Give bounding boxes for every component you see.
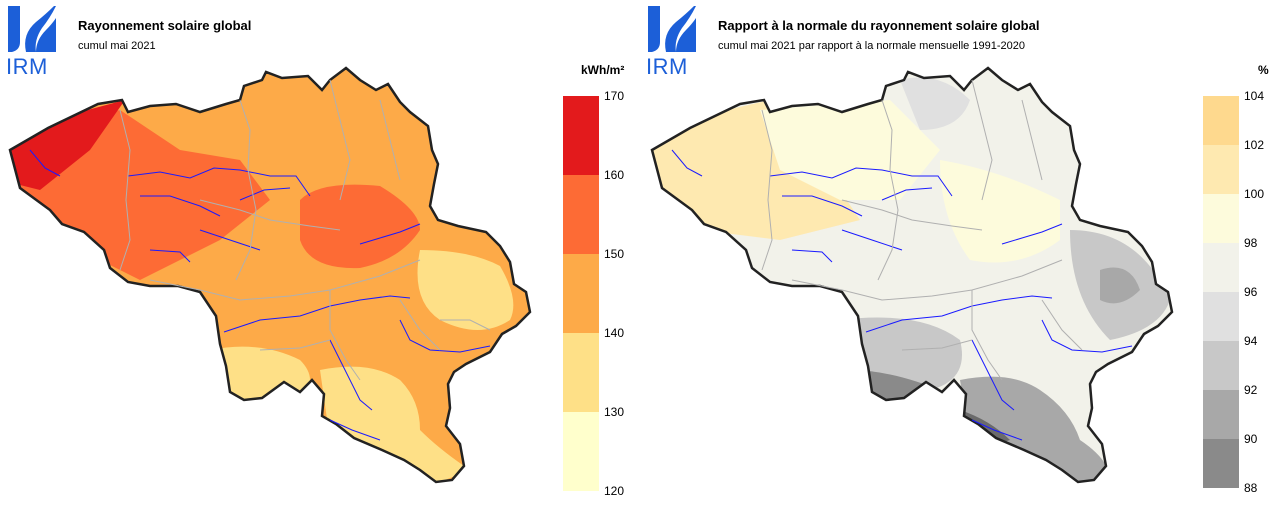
legend-tick: 102 [1244, 138, 1265, 152]
legend-tick: 120 [604, 484, 625, 498]
map-title: Rapport à la normale du rayonnement sola… [718, 18, 1040, 33]
legend-tick: 92 [1244, 383, 1258, 397]
legend-swatch [1203, 439, 1239, 488]
legend-swatch [563, 254, 599, 333]
legend-swatch [1203, 390, 1239, 439]
legend-unit: % [1258, 63, 1269, 77]
map-subtitle: cumul mai 2021 par rapport à la normale … [718, 40, 1025, 52]
legend-tick: 90 [1244, 432, 1258, 446]
legend-unit: kWh/m² [581, 63, 625, 77]
legend-swatch [1203, 194, 1239, 243]
legend-colorbar [563, 96, 599, 491]
legend-tick: 130 [604, 405, 625, 419]
irm-logo-icon: IRM [6, 4, 58, 79]
legend-swatch [1203, 96, 1239, 145]
legend-tick: 100 [1244, 187, 1265, 201]
legend-swatch [1203, 341, 1239, 390]
belgium-radiation-map [8, 66, 532, 484]
map-title: Rayonnement solaire global [78, 18, 252, 33]
logo-text: IRM [646, 54, 688, 79]
legend-swatch [563, 412, 599, 491]
legend-tick: 96 [1244, 285, 1258, 299]
legend-swatch [563, 96, 599, 175]
ratio-to-normal-panel: IRM Rapport à la normale du rayonnement … [640, 0, 1280, 507]
legend-tick: 94 [1244, 334, 1258, 348]
legend-tick: 104 [1244, 89, 1265, 103]
legend-swatch [563, 175, 599, 254]
legend-swatch [1203, 292, 1239, 341]
legend-swatch [563, 333, 599, 412]
map-subtitle: cumul mai 2021 [78, 40, 156, 52]
legend-colorbar [1203, 96, 1239, 488]
irm-logo-icon: IRM [646, 4, 698, 79]
legend-tick: 160 [604, 168, 625, 182]
legend-tick: 98 [1244, 236, 1258, 250]
legend-tick: 88 [1244, 481, 1258, 495]
solar-radiation-panel: IRM Rayonnement solaire global cumul mai… [6, 4, 625, 498]
legend-swatch [1203, 145, 1239, 194]
logo-text: IRM [6, 54, 48, 79]
legend-swatch [1203, 243, 1239, 292]
legend-tick: 150 [604, 247, 625, 261]
legend-tick: 140 [604, 326, 625, 340]
legend-tick: 170 [604, 89, 625, 103]
belgium-ratio-map [650, 66, 1174, 484]
